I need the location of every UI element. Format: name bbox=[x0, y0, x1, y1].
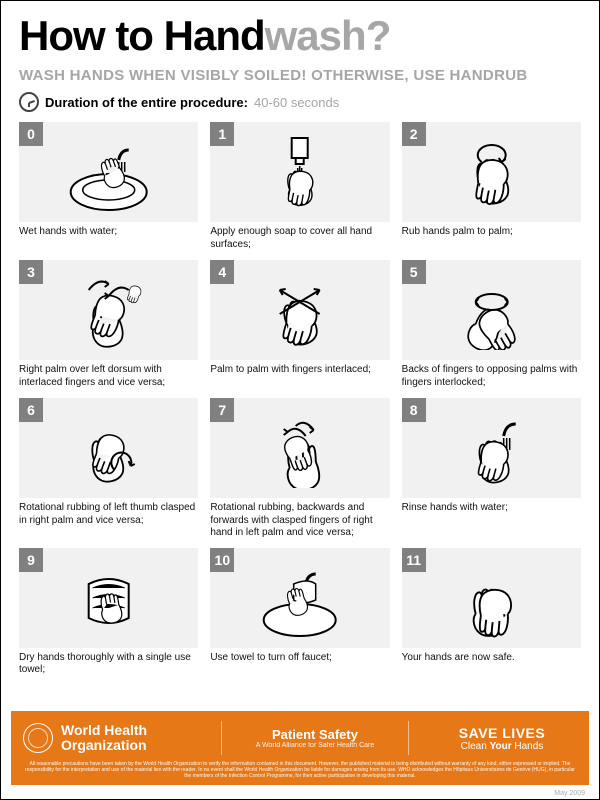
step-number: 9 bbox=[19, 548, 43, 572]
steps-grid: 0 Wet hands with water; 1 Apply enough s… bbox=[19, 122, 581, 678]
publication-date: May 2009 bbox=[554, 790, 585, 797]
step-number: 5 bbox=[402, 260, 426, 284]
step-number: 8 bbox=[402, 398, 426, 422]
duration-label: Duration of the entire procedure: bbox=[45, 95, 248, 110]
hand-wash-icon bbox=[411, 132, 572, 212]
step: 7 Rotational rubbing, backwards and forw… bbox=[210, 398, 389, 540]
step-caption: Right palm over left dorsum with interla… bbox=[19, 364, 198, 390]
subtitle: WASH HANDS WHEN VISIBLY SOILED! OTHERWIS… bbox=[19, 67, 581, 84]
step-number: 0 bbox=[19, 122, 43, 146]
who-line1: World Health bbox=[61, 723, 147, 738]
clock-icon bbox=[19, 92, 39, 112]
save-lives-sub: Clean Your Hands bbox=[427, 741, 577, 752]
step: 5 Backs of fingers to opposing palms wit… bbox=[402, 260, 581, 390]
save-sub-pre: Clean bbox=[461, 741, 490, 752]
step: 10 Use towel to turn off faucet; bbox=[210, 548, 389, 678]
hand-wash-icon bbox=[411, 558, 572, 638]
hand-wash-icon bbox=[28, 270, 189, 350]
title-part2: wash bbox=[265, 12, 366, 59]
step-caption: Rotational rubbing, backwards and forwar… bbox=[210, 502, 389, 540]
who-block: World Health Organization bbox=[23, 723, 203, 754]
step-illustration: 5 bbox=[402, 260, 581, 360]
step: 4 Palm to palm with fingers interlaced; bbox=[210, 260, 389, 390]
step-number: 3 bbox=[19, 260, 43, 284]
step-illustration: 2 bbox=[402, 122, 581, 222]
step-illustration: 4 bbox=[210, 260, 389, 360]
hand-wash-icon bbox=[219, 408, 380, 488]
step-illustration: 8 bbox=[402, 398, 581, 498]
footer-divider bbox=[221, 721, 222, 755]
step: 2 Rub hands palm to palm; bbox=[402, 122, 581, 252]
step-caption: Backs of fingers to opposing palms with … bbox=[402, 364, 581, 390]
step-illustration: 0 bbox=[19, 122, 198, 222]
step: 3 Right palm over left dorsum with inter… bbox=[19, 260, 198, 390]
step-illustration: 7 bbox=[210, 398, 389, 498]
step: 9 Dry hands thoroughly with a single use… bbox=[19, 548, 198, 678]
step-illustration: 10 bbox=[210, 548, 389, 648]
step: 8 Rinse hands with water; bbox=[402, 398, 581, 540]
step-number: 10 bbox=[210, 548, 234, 572]
hand-wash-icon bbox=[28, 132, 189, 212]
footer-disclaimer: All reasonable precautions have been tak… bbox=[23, 761, 577, 779]
save-lives-title: SAVE LIVES bbox=[427, 725, 577, 741]
step-caption: Rinse hands with water; bbox=[402, 502, 581, 528]
step: 6 Rotational rubbing of left thumb clasp… bbox=[19, 398, 198, 540]
step-caption: Use towel to turn off faucet; bbox=[210, 652, 389, 678]
save-sub-post: Hands bbox=[512, 741, 544, 752]
step-caption: Wet hands with water; bbox=[19, 226, 198, 252]
step-illustration: 11 bbox=[402, 548, 581, 648]
page-title: How to Handwash? bbox=[19, 15, 581, 57]
step-caption: Dry hands thoroughly with a single use t… bbox=[19, 652, 198, 678]
step-caption: Apply enough soap to cover all hand surf… bbox=[210, 226, 389, 252]
step: 11 Your hands are now safe. bbox=[402, 548, 581, 678]
step: 0 Wet hands with water; bbox=[19, 122, 198, 252]
hand-wash-icon bbox=[219, 270, 380, 350]
step-caption: Your hands are now safe. bbox=[402, 652, 581, 678]
step-illustration: 1 bbox=[210, 122, 389, 222]
hand-wash-icon bbox=[411, 408, 572, 488]
step-caption: Rotational rubbing of left thumb clasped… bbox=[19, 502, 198, 528]
footer-divider bbox=[408, 721, 409, 755]
step-illustration: 3 bbox=[19, 260, 198, 360]
step-number: 7 bbox=[210, 398, 234, 422]
who-logo-icon bbox=[23, 723, 53, 753]
save-sub-bold: Your bbox=[490, 741, 512, 752]
patient-safety-block: Patient Safety A World Alliance for Safe… bbox=[240, 727, 390, 749]
title-part1: How to Hand bbox=[19, 12, 265, 59]
title-part3: ? bbox=[366, 12, 391, 59]
step-illustration: 6 bbox=[19, 398, 198, 498]
duration-value: 40-60 seconds bbox=[254, 95, 339, 110]
who-line2: Organization bbox=[61, 738, 147, 753]
footer-banner: World Health Organization Patient Safety… bbox=[11, 711, 589, 785]
step: 1 Apply enough soap to cover all hand su… bbox=[210, 122, 389, 252]
patient-safety-sub: A World Alliance for Safer Health Care bbox=[240, 742, 390, 749]
step-number: 11 bbox=[402, 548, 426, 572]
step-number: 2 bbox=[402, 122, 426, 146]
hand-wash-icon bbox=[28, 408, 189, 488]
duration-row: Duration of the entire procedure: 40-60 … bbox=[19, 92, 581, 112]
hand-wash-icon bbox=[219, 558, 380, 638]
step-number: 6 bbox=[19, 398, 43, 422]
hand-wash-icon bbox=[28, 558, 189, 638]
patient-safety-title: Patient Safety bbox=[240, 727, 390, 742]
step-illustration: 9 bbox=[19, 548, 198, 648]
hand-wash-icon bbox=[219, 132, 380, 212]
step-caption: Rub hands palm to palm; bbox=[402, 226, 581, 252]
step-number: 1 bbox=[210, 122, 234, 146]
step-number: 4 bbox=[210, 260, 234, 284]
save-lives-block: SAVE LIVES Clean Your Hands bbox=[427, 725, 577, 752]
hand-wash-icon bbox=[411, 270, 572, 350]
step-caption: Palm to palm with fingers interlaced; bbox=[210, 364, 389, 390]
